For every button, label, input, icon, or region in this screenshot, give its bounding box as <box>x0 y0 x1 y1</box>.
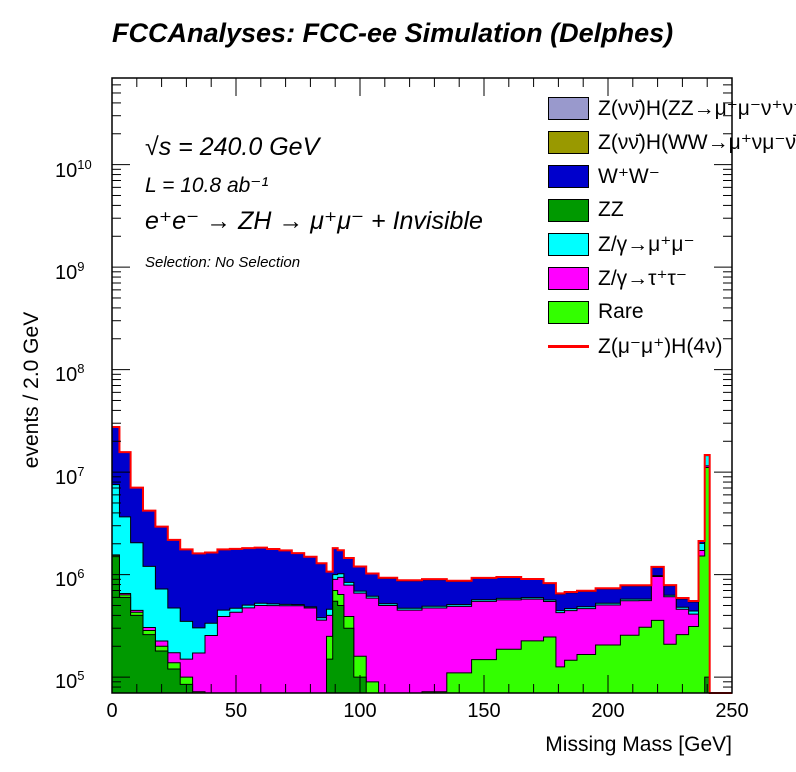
legend-swatch <box>548 97 589 120</box>
y-tick-label: 107 <box>55 464 85 489</box>
x-tick-label: 250 <box>715 700 749 722</box>
legend-label: Z(νν̄)H(ZZ→μ⁺μ⁻ν⁺ν⁻) <box>598 97 796 120</box>
legend-label: W⁺W⁻ <box>598 165 660 188</box>
x-axis-label: Missing Mass [GeV] <box>545 733 732 756</box>
legend-label: Rare <box>598 300 644 323</box>
y-tick-label: 109 <box>55 259 85 284</box>
stack-2-area <box>111 465 715 694</box>
x-tick-label: 50 <box>224 700 248 722</box>
legend-label: Z(μ⁻μ⁺)H(4ν) <box>598 335 723 358</box>
process-annotation: e⁺e⁻ → ZH → μ⁺μ⁻ + Invisible <box>145 207 483 235</box>
signal-line <box>112 425 732 694</box>
legend-entry: Z/γ→τ⁺τ⁻ <box>548 263 796 297</box>
legend-swatch <box>548 267 589 290</box>
legend-swatch <box>548 131 589 154</box>
x-tick-label: 200 <box>591 700 625 722</box>
y-tick-label: 105 <box>55 668 85 693</box>
legend-line <box>548 345 589 348</box>
x-tick-label: 0 <box>106 700 118 722</box>
legend-entry: W⁺W⁻ <box>548 161 796 195</box>
energy-annotation: √s = 240.0 GeV <box>145 133 320 161</box>
legend-label: ZZ <box>598 198 624 221</box>
luminosity-annotation: L = 10.8 ab⁻¹ <box>145 174 269 197</box>
y-tick-label: 108 <box>55 361 85 386</box>
y-axis-label: events / 2.0 GeV <box>20 311 43 469</box>
legend-swatch <box>548 199 589 222</box>
y-tick-label: 1010 <box>55 157 92 182</box>
legend-label: Z(νν̄)H(WW→μ⁺νμ⁻ν̄) <box>598 131 796 154</box>
x-tick-label: 150 <box>467 700 501 722</box>
selection-annotation: Selection: No Selection <box>145 254 301 271</box>
legend: Z(νν̄)H(ZZ→μ⁺μ⁻ν⁺ν⁻) Z(νν̄)H(WW→μ⁺νμ⁻ν̄)… <box>548 93 796 363</box>
x-tick-label: 100 <box>343 700 377 722</box>
chart-title: FCCAnalyses: FCC-ee Simulation (Delphes) <box>112 18 674 48</box>
legend-label: Z/γ→μ⁺μ⁻ <box>598 233 695 256</box>
legend-entry: ZZ <box>548 195 796 229</box>
legend-entry: Rare <box>548 297 796 331</box>
legend-entry: Z(μ⁻μ⁺)H(4ν) <box>548 331 796 363</box>
y-tick-label: 106 <box>55 566 85 591</box>
legend-swatch <box>548 165 589 188</box>
legend-entry: Z(νν̄)H(ZZ→μ⁺μ⁻ν⁺ν⁻) <box>548 93 796 127</box>
legend-label: Z/γ→τ⁺τ⁻ <box>598 267 687 290</box>
legend-entry: Z(νν̄)H(WW→μ⁺νμ⁻ν̄) <box>548 127 796 161</box>
legend-entry: Z/γ→μ⁺μ⁻ <box>548 229 796 263</box>
legend-swatch <box>548 301 589 324</box>
legend-swatch <box>548 233 589 256</box>
